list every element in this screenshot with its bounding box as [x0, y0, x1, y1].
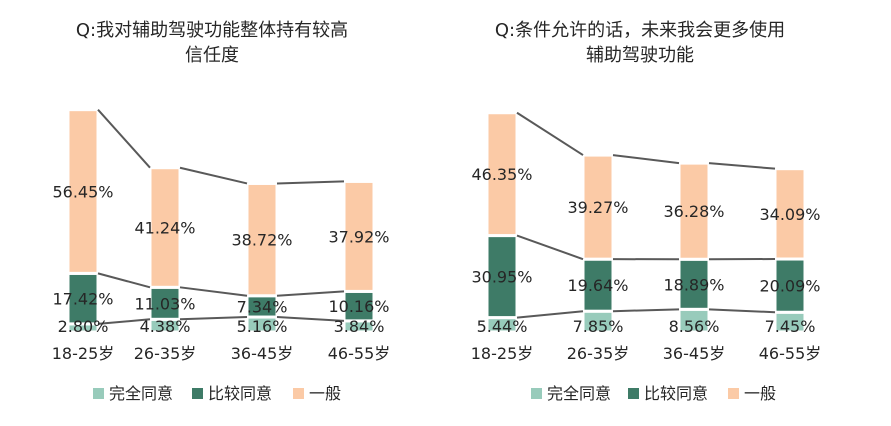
data-label: 17.42% — [52, 290, 113, 309]
series-line-一般 — [98, 110, 374, 184]
data-label: 56.45% — [52, 183, 113, 202]
legend-swatch — [728, 388, 739, 399]
chart-title: Q:我对辅助驾驶功能整体持有较高 — [76, 20, 348, 41]
data-label: 30.95% — [471, 268, 532, 287]
data-label: 2.80% — [58, 317, 109, 336]
bar-比较同意-36-45岁[interactable] — [677, 257, 711, 311]
x-tick-label: 46-55岁 — [328, 344, 391, 363]
legend-swatch — [628, 388, 639, 399]
data-label: 3.84% — [334, 317, 385, 336]
bar-一般-18-25岁[interactable] — [66, 108, 100, 275]
series-line-一般 — [517, 113, 805, 169]
data-label: 36.28% — [663, 202, 724, 221]
series-line-比较同意 — [98, 273, 374, 295]
legend-swatch — [531, 388, 542, 399]
legend: 完全同意 比较同意 一般 — [93, 384, 341, 403]
x-tick-label: 26-35岁 — [134, 344, 197, 363]
legend: 完全同意 比较同意 一般 — [531, 384, 776, 403]
bar-一般-18-25岁[interactable] — [485, 111, 519, 238]
bar-一般-46-55岁[interactable] — [342, 179, 376, 293]
bar-一般-36-45岁[interactable] — [677, 161, 711, 261]
data-label: 18.89% — [663, 275, 724, 294]
bar-一般-26-35岁[interactable] — [148, 166, 182, 289]
x-tick-label: 18-25岁 — [471, 344, 534, 363]
data-label: 7.85% — [573, 317, 624, 336]
data-label: 7.45% — [765, 317, 816, 336]
x-tick-label: 36-45岁 — [663, 344, 726, 363]
x-tick-label: 18-25岁 — [52, 344, 115, 363]
legend-label: 比较同意 — [644, 384, 708, 403]
chart-title: 信任度 — [185, 45, 239, 66]
series-line-比较同意 — [517, 236, 805, 260]
bar-比较同意-18-25岁[interactable] — [485, 234, 519, 320]
data-label: 41.24% — [134, 219, 195, 238]
legend-swatch — [293, 388, 304, 399]
data-label: 10.16% — [328, 297, 389, 316]
bar-一般-36-45岁[interactable] — [245, 181, 279, 298]
legend-label: 比较同意 — [208, 384, 272, 403]
legend-label: 一般 — [309, 384, 341, 403]
x-tick-label: 36-45岁 — [231, 344, 294, 363]
x-tick-label: 26-35岁 — [567, 344, 630, 363]
bar-一般-26-35岁[interactable] — [581, 153, 615, 261]
data-label: 7.34% — [237, 297, 288, 316]
x-tick-label: 46-55岁 — [759, 344, 822, 363]
data-label: 34.09% — [759, 205, 820, 224]
data-label: 38.72% — [231, 231, 292, 250]
data-label: 5.16% — [237, 317, 288, 336]
data-label: 5.44% — [477, 317, 528, 336]
chart-title: Q:条件允许的话，未来我会更多使用 — [495, 20, 785, 41]
legend-swatch — [192, 388, 203, 399]
bar-一般-46-55岁[interactable] — [773, 167, 807, 261]
data-label: 8.56% — [669, 317, 720, 336]
data-label: 39.27% — [567, 198, 628, 217]
data-label: 11.03% — [134, 294, 195, 313]
data-label: 37.92% — [328, 227, 389, 246]
bar-比较同意-26-35岁[interactable] — [581, 257, 615, 313]
legend-label: 完全同意 — [109, 384, 173, 403]
data-label: 19.64% — [567, 276, 628, 295]
chart-title: 辅助驾驶功能 — [586, 45, 694, 66]
legend-swatch — [93, 388, 104, 399]
legend-label: 一般 — [744, 384, 776, 403]
data-label: 46.35% — [471, 165, 532, 184]
data-label: 20.09% — [759, 277, 820, 296]
legend-label: 完全同意 — [547, 384, 611, 403]
data-label: 4.38% — [140, 317, 191, 336]
series-line-完全同意 — [517, 309, 805, 317]
